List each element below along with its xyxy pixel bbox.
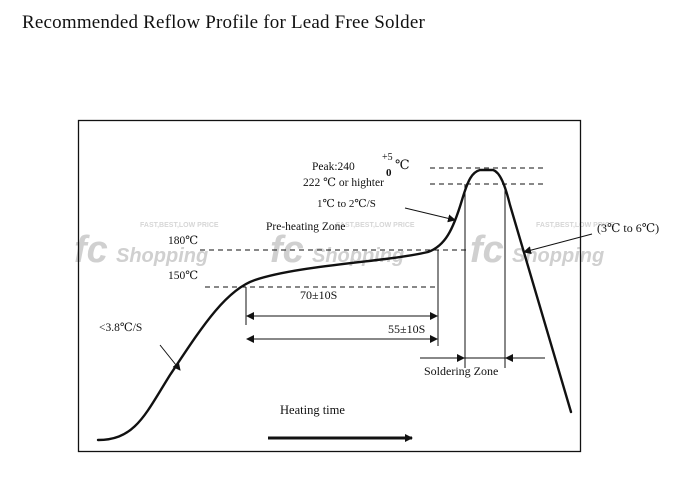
dimension-arrows (246, 312, 545, 362)
cooling-rate-label: (3℃ to 6℃) (597, 221, 659, 235)
reflow-curve (96, 168, 573, 442)
watermark-right: fc Shopping FAST,BEST,LOW PRICE (470, 222, 615, 271)
ramp-up-rate-label: 1℃ to 2℃/S (317, 198, 376, 210)
initial-rate-label: <3.8℃/S (99, 322, 142, 334)
preheat-time-label: 70±10S (300, 288, 337, 302)
diagram-frame (77, 119, 582, 453)
temp-150-label: 150℃ (168, 270, 198, 282)
watermark-text: Shopping (116, 245, 208, 267)
preheating-zone-label: Pre-heating Zone (266, 221, 346, 233)
soak-time-label: 55±10S (388, 322, 425, 336)
peak-upper-tolerance: +5 (382, 152, 393, 163)
watermark-text: Shopping (512, 245, 604, 267)
peak-label: Peak:240 (312, 161, 355, 173)
peak-condition-label: 222 ℃ or highter (303, 177, 384, 189)
watermark-tagline: FAST,BEST,LOW PRICE (140, 222, 219, 229)
watermark-text: Shopping (312, 245, 404, 267)
initial-rate-arrow (159, 344, 181, 371)
reference-lines (200, 167, 545, 288)
peak-callout-arrow (404, 207, 456, 223)
watermark-logo: fc (74, 229, 108, 271)
heating-time-label: Heating time (280, 403, 345, 417)
watermark-logo: fc (470, 229, 504, 271)
guide-lines (245, 184, 506, 368)
watermark-tagline: FAST,BEST,LOW PRICE (336, 222, 415, 229)
soldering-zone-label: Soldering Zone (424, 364, 498, 378)
peak-lower-tolerance: 0 (386, 167, 392, 179)
temp-180-label: 180℃ (168, 235, 198, 247)
page-title: Recommended Reflow Profile for Lead Free… (22, 12, 426, 33)
watermark-tagline: FAST,BEST,LOW PRICE (536, 222, 615, 229)
watermark-left: fc Shopping FAST,BEST,LOW PRICE (74, 222, 219, 271)
cooling-callout-arrow (523, 233, 593, 255)
labels: Peak:240 +5 0 ℃ 222 ℃ or highter 1℃ to 2… (99, 152, 659, 417)
callout-arrows (159, 207, 593, 371)
peak-unit: ℃ (395, 157, 410, 172)
